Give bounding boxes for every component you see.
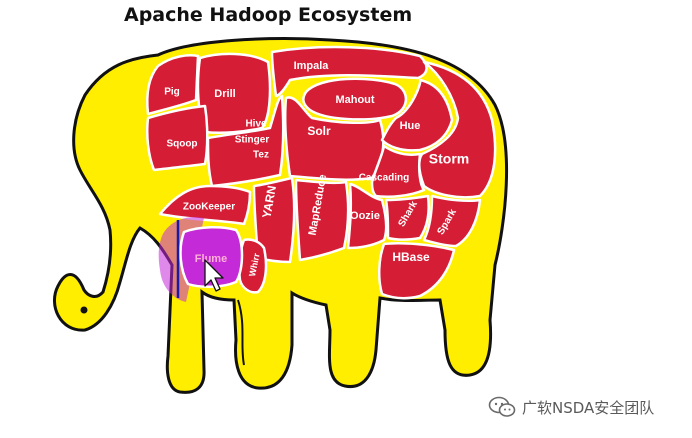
- piece-oozie[interactable]: [346, 182, 388, 250]
- piece-flume[interactable]: [179, 226, 244, 288]
- label-impala: Impala: [294, 60, 330, 72]
- piece-hbase[interactable]: [378, 242, 456, 300]
- piece-shark[interactable]: [384, 194, 430, 241]
- piece-pig[interactable]: [146, 54, 200, 116]
- label-hive: Hive: [245, 119, 267, 130]
- flume-highlight: [158, 216, 244, 302]
- page-title: Apache Hadoop Ecosystem: [124, 4, 413, 26]
- leg-crease: [237, 299, 245, 366]
- label-whirr: Whirr: [247, 252, 262, 278]
- label-oozie: Oozie: [350, 210, 380, 222]
- piece-zookeeper[interactable]: [158, 184, 252, 226]
- piece-impala[interactable]: [270, 45, 428, 98]
- piece-yarn[interactable]: [252, 176, 296, 264]
- label-mahout: Mahout: [335, 94, 374, 106]
- watermark-text: 广软NSDA安全团队: [522, 398, 655, 417]
- label-sqoop: Sqoop: [166, 139, 197, 150]
- label-tez: Tez: [253, 150, 269, 161]
- wechat-icon: [488, 396, 516, 417]
- mouse-cursor-icon: [204, 259, 224, 292]
- label-yarn: YARN: [259, 184, 279, 219]
- label-storm: Storm: [429, 151, 469, 167]
- piece-hue[interactable]: [380, 78, 454, 152]
- piece-storm[interactable]: [418, 60, 497, 199]
- piece-mapreduce[interactable]: [294, 178, 350, 262]
- label-drill: Drill: [214, 88, 235, 100]
- pieces: [146, 45, 497, 300]
- label-zookeeper: ZooKeeper: [183, 202, 235, 213]
- piece-hive[interactable]: [206, 94, 285, 188]
- piece-mahout[interactable]: [302, 77, 408, 121]
- label-hue: Hue: [400, 120, 421, 132]
- label-solr: Solr: [307, 124, 331, 138]
- label-hbase: HBase: [392, 250, 430, 264]
- piece-sqoop[interactable]: [146, 104, 209, 172]
- label-pig: Pig: [164, 87, 180, 98]
- label-cascading: Cascading: [359, 173, 410, 184]
- elephant-eye: [80, 306, 88, 314]
- label-flume: Flume: [195, 253, 227, 265]
- label-stinger: Stinger: [235, 135, 270, 146]
- piece-spark[interactable]: [422, 194, 482, 248]
- watermark: 广软NSDA安全团队: [488, 396, 654, 418]
- piece-cascading[interactable]: [370, 144, 426, 198]
